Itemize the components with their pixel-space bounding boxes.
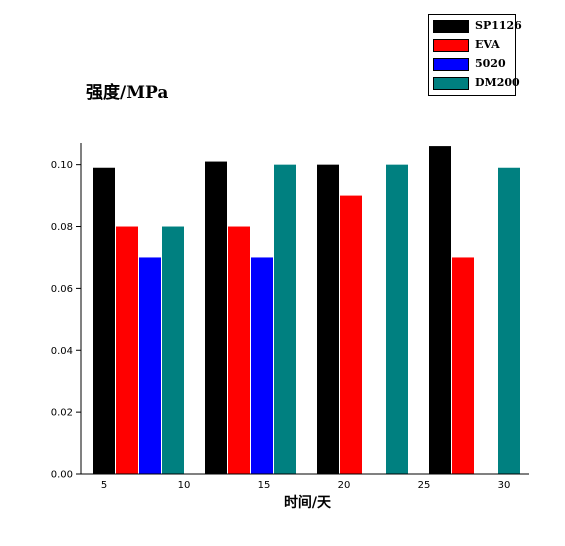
bar-eva-3 bbox=[340, 195, 362, 474]
bar-sp1126-1 bbox=[93, 167, 115, 474]
y-tick-label-1: 0.02 bbox=[51, 408, 73, 419]
axes-layer: 0.00 0.02 0.04 0.06 0.08 0.10 5 10 15 20 25 30 bbox=[51, 143, 529, 491]
x-tick-label-0: 5 bbox=[101, 480, 107, 491]
legend-label-5020: 5020 bbox=[475, 57, 506, 70]
y-tick-label-4: 0.08 bbox=[51, 222, 73, 233]
bars-layer bbox=[93, 146, 520, 475]
legend: SP1126 EVA 5020 DM200 bbox=[428, 14, 522, 96]
legend-label-eva: EVA bbox=[475, 38, 500, 51]
legend-label-dm200: DM200 bbox=[475, 76, 520, 89]
legend-item-dm200: DM200 bbox=[433, 75, 520, 93]
x-tick-label-4: 25 bbox=[418, 480, 431, 491]
legend-label-sp1126: SP1126 bbox=[475, 19, 522, 32]
x-tick-label-3: 20 bbox=[338, 480, 351, 491]
x-tick-label-2: 15 bbox=[258, 480, 271, 491]
legend-item-eva: EVA bbox=[433, 37, 513, 55]
y-axis-label: 强度/MPa bbox=[86, 83, 169, 103]
bar-5020-2 bbox=[251, 257, 273, 474]
bar-eva-1 bbox=[116, 226, 138, 474]
y-tick-label-2: 0.04 bbox=[51, 346, 73, 357]
x-axis-label: 时间/天 bbox=[283, 495, 332, 511]
bar-dm200-2 bbox=[274, 164, 296, 474]
legend-swatch-sp1126 bbox=[433, 20, 469, 33]
bar-eva-2 bbox=[228, 226, 250, 474]
bar-sp1126-2 bbox=[205, 161, 227, 475]
y-tick-label-3: 0.06 bbox=[51, 284, 73, 295]
y-tick-label-5: 0.10 bbox=[51, 160, 73, 171]
y-tick-label-0: 0.00 bbox=[51, 470, 73, 481]
legend-swatch-eva bbox=[433, 39, 469, 52]
legend-swatch-5020 bbox=[433, 58, 469, 71]
bar-dm200-1 bbox=[162, 226, 184, 474]
bar-5020-1 bbox=[139, 257, 161, 474]
legend-swatch-dm200 bbox=[433, 77, 469, 90]
bar-sp1126-4 bbox=[429, 146, 451, 475]
bar-dm200-4 bbox=[498, 167, 520, 474]
x-tick-label-5: 30 bbox=[498, 480, 511, 491]
legend-item-sp1126: SP1126 bbox=[433, 18, 522, 36]
bar-eva-4 bbox=[452, 257, 474, 474]
x-tick-label-1: 10 bbox=[178, 480, 191, 491]
bar-sp1126-3 bbox=[317, 164, 339, 474]
bar-dm200-3 bbox=[386, 164, 408, 474]
legend-item-5020: 5020 bbox=[433, 56, 513, 74]
